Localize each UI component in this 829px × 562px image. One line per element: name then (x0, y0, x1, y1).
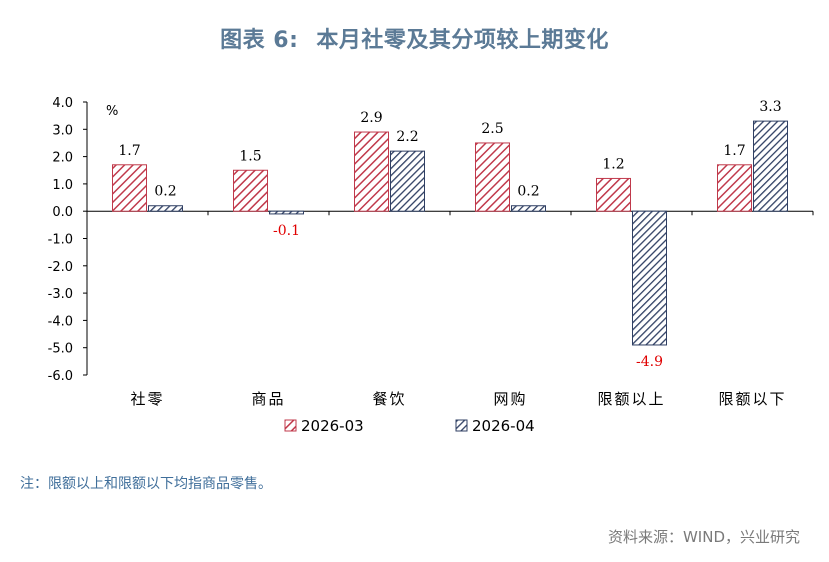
data-label: 1.7 (118, 143, 140, 159)
data-label: 0.2 (154, 184, 176, 200)
bar-2026-03-限额以上 (596, 177, 631, 212)
data-label: 2.2 (396, 129, 418, 145)
chart-axes: 4.0 3.0 2.0 1.0 0.0 -1.0 -2.0 -3.0 -4.0 -5.0 -6.0%… (48, 96, 814, 408)
legend-label: 2026-03 (301, 417, 364, 435)
legend-swatch-2026-04 (455, 419, 468, 432)
y-unit-label: % (106, 104, 118, 119)
y-tick-label: 4.0 (52, 96, 73, 111)
legend-label: 2026-04 (472, 417, 535, 435)
chart-legend: 2026-03 2026-04 (284, 417, 535, 435)
y-tick-label: 1.0 (52, 178, 73, 193)
data-label: -0.1 (273, 223, 300, 239)
y-tick-label: 2.0 (52, 151, 73, 166)
y-tick-label: -4.0 (48, 314, 73, 329)
y-tick-label: 3.0 (52, 123, 73, 138)
chart-value-labels: 1.7 1.5 2.9 2.5 1.2 1.7 0.2 -0.1 2.2 0.2 -4.9 3.3 (118, 99, 781, 370)
figure-number: 图表 6: (220, 28, 299, 53)
bar-chart: 4.0 3.0 2.0 1.0 0.0 -1.0 -2.0 -3.0 -4.0 -5.0 -6.0%… (48, 96, 814, 435)
bar-2026-03-网购 (475, 142, 510, 212)
y-tick-label: -3.0 (48, 287, 73, 302)
chart-title: 图表 6: 本月社零及其分项较上期变化 (0, 22, 829, 54)
bar-2026-04-限额以上 (632, 210, 667, 346)
x-category-label: 餐饮 (372, 390, 406, 408)
bar-2026-04-网购 (511, 205, 546, 212)
data-label: 0.2 (517, 184, 539, 200)
y-tick-label: -5.0 (48, 342, 73, 357)
data-label: 2.5 (481, 121, 503, 137)
bar-2026-04-餐饮 (390, 150, 425, 212)
data-label: -4.9 (636, 354, 663, 370)
bar-2026-03-限额以下 (717, 164, 752, 212)
chart-bars (112, 120, 788, 346)
legend-swatch-2026-03 (284, 419, 297, 432)
y-tick-label: -2.0 (48, 260, 73, 275)
data-label: 1.2 (602, 156, 624, 172)
y-tick-label: -1.0 (48, 233, 73, 248)
x-category-label: 限额以下 (718, 390, 786, 408)
data-label: 1.7 (723, 143, 745, 159)
bar-2026-03-餐饮 (354, 131, 389, 212)
data-label: 1.5 (239, 148, 261, 164)
bar-2026-04-商品 (269, 210, 304, 215)
y-tick-label: 0.0 (52, 205, 73, 220)
footnote: 注：限额以上和限额以下均指商品零售。 (20, 476, 272, 492)
y-tick-label: -6.0 (48, 369, 73, 384)
x-category-label: 商品 (251, 390, 285, 408)
bar-2026-04-社零 (148, 205, 183, 212)
figure-title: 本月社零及其分项较上期变化 (316, 28, 609, 53)
bar-2026-03-社零 (112, 164, 147, 212)
bar-2026-03-商品 (233, 169, 268, 212)
x-category-label: 网购 (493, 390, 527, 408)
data-label: 3.3 (759, 99, 781, 115)
x-category-label: 限额以上 (597, 390, 665, 408)
data-label: 2.9 (360, 110, 382, 126)
source-text: 资料来源：WIND，兴业研究 (607, 528, 800, 546)
x-category-label: 社零 (130, 390, 164, 408)
bar-2026-04-限额以下 (753, 120, 788, 212)
